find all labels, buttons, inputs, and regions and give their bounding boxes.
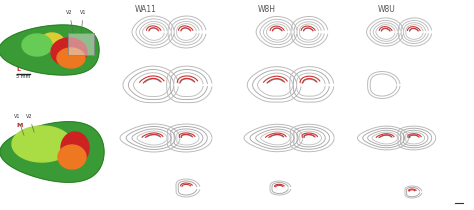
Polygon shape — [12, 126, 72, 162]
Polygon shape — [40, 33, 64, 51]
Text: V2: V2 — [66, 10, 73, 33]
Text: V2: V2 — [26, 114, 34, 132]
Polygon shape — [61, 132, 89, 164]
Polygon shape — [22, 34, 52, 56]
Text: V1: V1 — [80, 10, 86, 33]
Polygon shape — [0, 25, 99, 75]
Polygon shape — [57, 48, 85, 68]
Text: W8U: W8U — [378, 5, 396, 14]
Bar — [68, 33, 94, 55]
Text: WA11: WA11 — [135, 5, 157, 14]
Polygon shape — [0, 122, 104, 182]
Text: 5 mm: 5 mm — [16, 74, 30, 79]
Text: M: M — [16, 123, 22, 128]
Polygon shape — [51, 38, 87, 66]
Text: L: L — [16, 67, 20, 72]
Text: W8H: W8H — [258, 5, 276, 14]
Text: V1: V1 — [14, 114, 24, 135]
Polygon shape — [58, 145, 86, 169]
